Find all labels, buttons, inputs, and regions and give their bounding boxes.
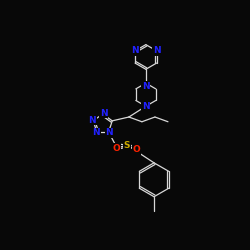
Text: N: N	[100, 109, 107, 118]
Text: O: O	[112, 144, 120, 153]
Text: N: N	[106, 128, 113, 137]
Text: N: N	[142, 82, 150, 91]
Text: N: N	[92, 128, 100, 137]
Text: N: N	[153, 46, 160, 55]
Text: N: N	[131, 46, 139, 55]
Text: N: N	[88, 116, 96, 124]
Text: S: S	[124, 141, 130, 150]
Text: N: N	[142, 102, 150, 111]
Text: O: O	[132, 145, 140, 154]
